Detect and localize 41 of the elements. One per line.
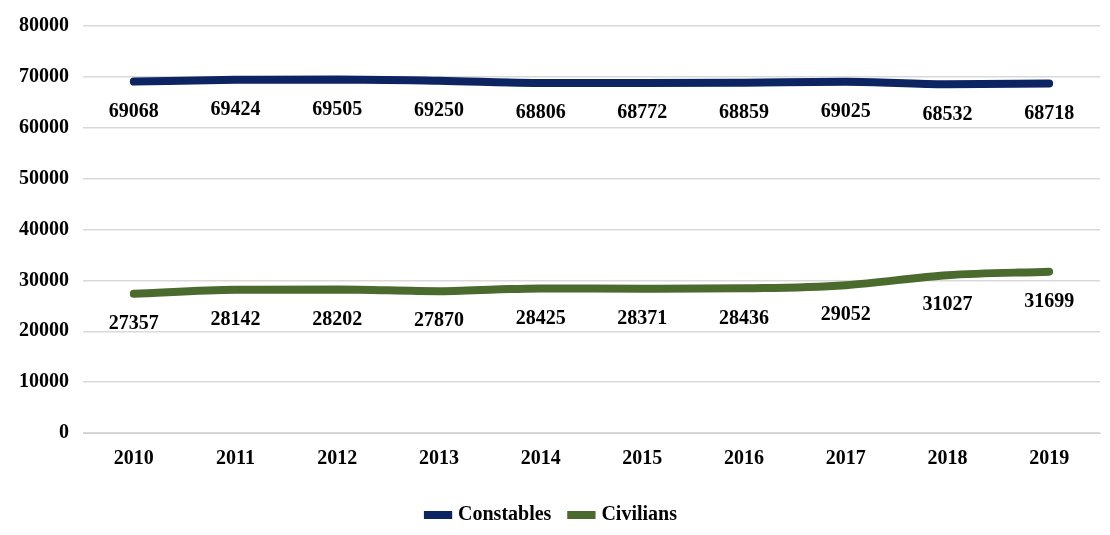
y-tick-label: 40000 (19, 216, 69, 239)
data-label: 69025 (820, 99, 871, 122)
x-tick-label: 2017 (825, 446, 866, 469)
x-tick-label: 2018 (927, 446, 968, 469)
x-tick-label: 2011 (216, 446, 255, 469)
x-tick-label: 2012 (317, 446, 358, 469)
y-tick-label: 20000 (19, 318, 69, 341)
legend-label: Civilians (601, 502, 678, 525)
data-label: 28202 (312, 306, 363, 329)
data-label: 69250 (413, 97, 464, 120)
data-label: 29052 (820, 302, 871, 325)
data-label: 27870 (413, 308, 464, 331)
data-label: 68806 (515, 100, 566, 123)
x-tick-label: 2013 (418, 446, 459, 469)
data-label: 31699 (1024, 288, 1075, 311)
data-label: 28371 (617, 305, 668, 328)
data-label: 28425 (515, 305, 566, 328)
y-tick-label: 70000 (19, 64, 69, 87)
data-label: 69505 (312, 96, 363, 119)
data-label: 68532 (922, 101, 973, 124)
x-tick-label: 2010 (113, 446, 154, 469)
x-tick-label: 2015 (622, 446, 663, 469)
data-label: 28436 (719, 305, 770, 328)
y-tick-label: 80000 (19, 13, 69, 36)
data-label: 27357 (108, 310, 159, 333)
data-label: 69424 (210, 96, 261, 119)
y-tick-label: 50000 (19, 165, 69, 188)
legend-label: Constables (458, 502, 552, 525)
data-label: 31027 (922, 292, 973, 315)
y-tick-label: 60000 (19, 114, 69, 137)
data-label: 28142 (210, 307, 261, 329)
data-label: 68859 (719, 99, 770, 122)
x-tick-label: 2014 (520, 446, 561, 469)
y-tick-label: 0 (59, 420, 69, 443)
y-tick-label: 10000 (19, 369, 69, 392)
data-label: 68772 (617, 100, 668, 123)
x-tick-label: 2016 (724, 446, 765, 469)
x-tick-label: 2019 (1029, 446, 1070, 469)
data-label: 68718 (1024, 100, 1075, 123)
y-tick-label: 30000 (19, 267, 69, 290)
data-label: 69068 (108, 98, 159, 121)
